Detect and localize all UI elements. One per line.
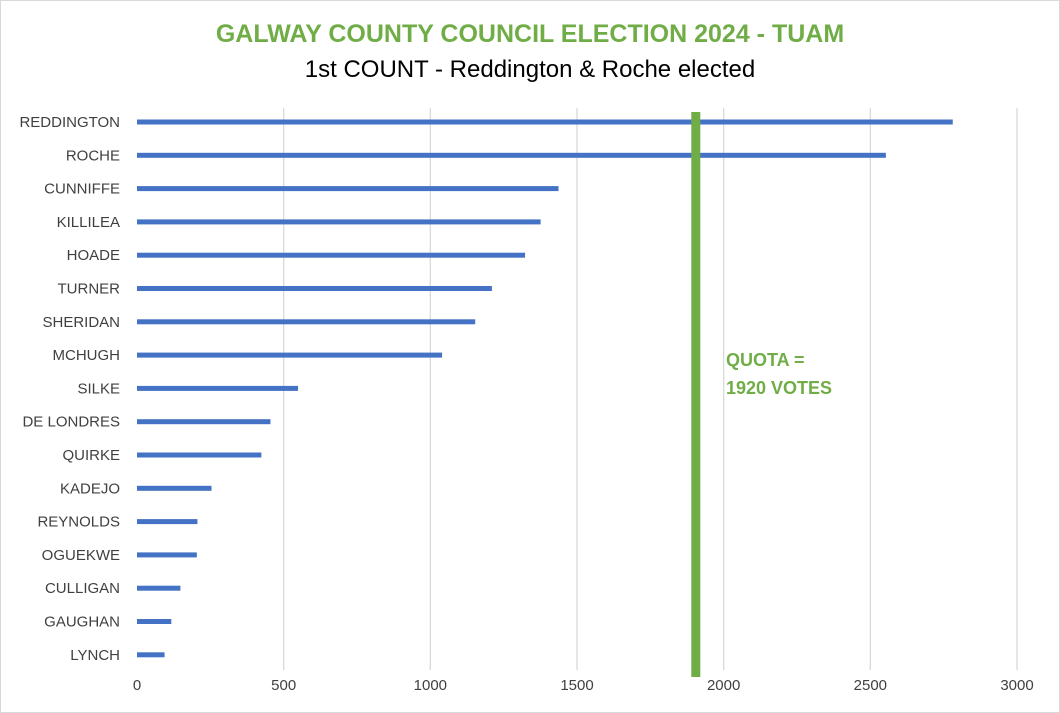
x-tick-label-0: 0 [133,677,141,694]
category-label-de-londres: DE LONDRES [22,414,120,431]
bar-killilea [137,219,541,225]
bar-reynolds [137,519,198,525]
category-label-lynch: LYNCH [70,647,120,664]
x-tick-label-2500: 2500 [854,677,887,694]
bar-turner [137,286,492,291]
chart-title: GALWAY COUNTY COUNCIL ELECTION 2024 - TU… [215,20,845,48]
category-label-sheridan: SHERIDAN [42,314,120,331]
x-tick-label-500: 500 [271,677,296,694]
bar-mchugh [137,352,443,358]
bar-series [137,119,953,658]
bar-gaughan [137,619,172,624]
category-label-cunniffe: CUNNIFFE [44,181,120,198]
category-label-roche: ROCHE [66,147,120,164]
category-label-oguekwe: OGUEKWE [42,547,120,564]
category-label-hoade: HOADE [67,247,120,264]
bar-roche [137,152,886,158]
category-labels: REDDINGTON ROCHE CUNNIFFE KILLILEA HOADE TURN… [19,114,120,664]
category-label-silke: SILKE [77,380,120,397]
category-label-quirke: QUIRKE [62,447,120,464]
grid-lines [283,108,1018,670]
category-label-reddington: REDDINGTON [19,114,120,131]
category-label-turner: TURNER [58,281,121,298]
bar-hoade [137,252,526,258]
category-label-mchugh: MCHUGH [53,347,121,364]
quota-label-line1: QUOTA = [726,350,805,370]
bar-lynch [137,652,165,658]
x-tick-label-2000: 2000 [707,677,740,694]
bar-silke [137,385,299,391]
chart-subtitle: 1st COUNT - Reddington & Roche elected [304,56,756,83]
x-tick-label-3000: 3000 [1000,677,1033,694]
bar-cunniffe [137,186,559,192]
category-label-gaughan: GAUGHAN [44,614,120,631]
quota-marker: QUOTA = 1920 VOTES [691,112,832,677]
bar-kadejo [137,485,212,491]
category-label-kadejo: KADEJO [60,480,120,497]
bar-sheridan [137,319,476,325]
category-label-culligan: CULLIGAN [45,580,120,597]
bar-reddington [137,119,953,125]
bar-culligan [137,585,181,591]
category-label-killilea: KILLILEA [57,214,120,231]
bar-oguekwe [137,552,197,558]
bar-quirke [137,452,262,458]
quota-label-line2: 1920 VOTES [726,378,832,398]
x-axis-tick-labels: 0 500 1000 1500 2000 2500 3000 [133,677,1034,694]
category-label-reynolds: REYNOLDS [37,514,120,531]
x-tick-label-1000: 1000 [414,677,447,694]
x-tick-label-1500: 1500 [560,677,593,694]
bar-de-londres [137,419,271,425]
